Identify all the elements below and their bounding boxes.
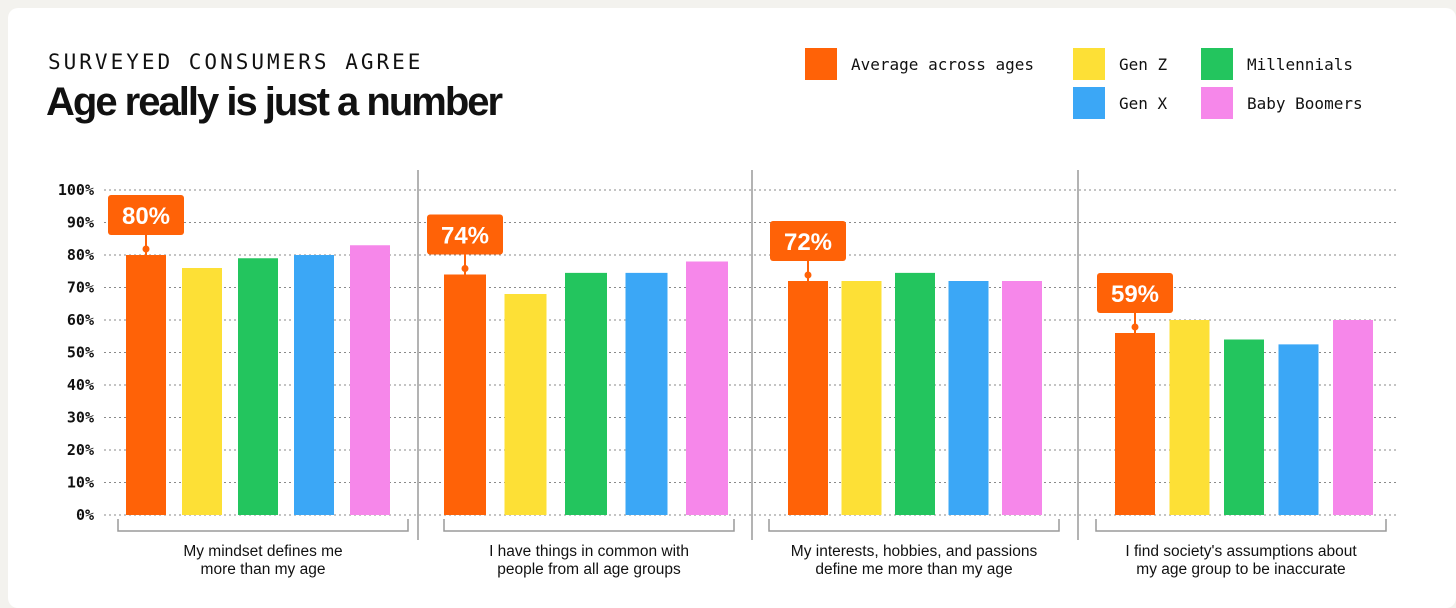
y-tick-label: 10% xyxy=(67,474,94,492)
category-label: my age group to be inaccurate xyxy=(1136,561,1345,578)
bar xyxy=(126,255,166,515)
bar xyxy=(948,281,989,515)
bar xyxy=(686,261,728,515)
category-label: people from all age groups xyxy=(497,561,681,578)
y-tick-label: 70% xyxy=(67,279,94,297)
legend-label-average: Average across ages xyxy=(851,54,1035,74)
callout-box xyxy=(1097,273,1173,313)
legend-swatch-baby-boomers xyxy=(1201,87,1233,119)
legend-item-average: Average across ages xyxy=(805,48,1034,80)
bar xyxy=(1169,320,1210,515)
callout-dot xyxy=(461,265,469,272)
callout-value: 59% xyxy=(1111,281,1159,308)
y-tick-label: 100% xyxy=(58,181,94,199)
category-label: more than my age xyxy=(201,561,326,578)
legend-item-baby-boomers: Baby Boomers xyxy=(1201,87,1363,119)
callout-value: 72% xyxy=(784,229,832,256)
bar xyxy=(504,294,547,515)
category-label: I have things in common with xyxy=(489,543,689,560)
chart-title: Age really is just a number xyxy=(46,80,503,124)
bar xyxy=(238,258,278,515)
category-label: I find society's assumptions about xyxy=(1125,543,1357,560)
legend-label-gen-x: Gen X xyxy=(1119,93,1168,113)
chart-kicker: SURVEYED CONSUMERS AGREE xyxy=(48,50,424,74)
bar-chart: 0% 10% 20% 30% 40% 50% 60% 70% 80% 90% 100% 80% My m… xyxy=(58,170,1398,578)
bar xyxy=(625,272,668,515)
callout-dot xyxy=(1131,323,1139,331)
bar xyxy=(1224,339,1264,515)
legend-swatch-average xyxy=(805,48,837,80)
category-bracket xyxy=(443,519,735,532)
category-label: My mindset defines me xyxy=(183,543,342,560)
bar xyxy=(1333,320,1373,515)
legend-item-gen-z: Gen Z xyxy=(1073,48,1167,80)
y-tick-label: 90% xyxy=(67,214,94,232)
y-tick-label: 20% xyxy=(67,441,94,459)
y-tick-label: 50% xyxy=(67,344,94,362)
callout-dot xyxy=(804,271,812,279)
callout-value: 74% xyxy=(441,223,489,250)
callout-box xyxy=(427,214,503,255)
category-bracket xyxy=(768,519,1060,532)
y-tick-label: 30% xyxy=(67,409,94,427)
legend-item-gen-x: Gen X xyxy=(1073,87,1167,119)
y-tick-label: 40% xyxy=(67,376,94,394)
legend-label-millennials: Millennials xyxy=(1247,54,1353,74)
legend-swatch-millennials xyxy=(1201,48,1233,80)
bar xyxy=(1115,333,1155,515)
category-label: define me more than my age xyxy=(815,561,1012,578)
bar xyxy=(1002,281,1042,515)
bar xyxy=(565,272,607,515)
legend-swatch-gen-z xyxy=(1073,48,1105,80)
callout-value: 80% xyxy=(122,203,170,230)
bar xyxy=(895,272,935,515)
category-bracket xyxy=(117,519,409,532)
callout-box xyxy=(770,221,846,261)
bar xyxy=(444,274,486,515)
y-tick-label: 60% xyxy=(67,311,94,329)
bar xyxy=(1278,344,1319,515)
legend-label-baby-boomers: Baby Boomers xyxy=(1247,93,1363,113)
callout-dot xyxy=(142,245,150,253)
bar xyxy=(182,268,222,515)
y-tick-label: 0% xyxy=(76,506,94,524)
bar xyxy=(294,255,334,515)
legend-label-gen-z: Gen Z xyxy=(1119,54,1168,74)
category-label: My interests, hobbies, and passions xyxy=(791,543,1038,560)
bar xyxy=(350,245,390,515)
y-tick-label: 80% xyxy=(67,246,94,264)
bar xyxy=(788,281,828,515)
legend-swatch-gen-x xyxy=(1073,87,1105,119)
callout-box xyxy=(108,195,184,235)
category-bracket xyxy=(1095,519,1387,532)
legend-item-millennials: Millennials xyxy=(1201,48,1353,80)
bar xyxy=(841,281,882,515)
